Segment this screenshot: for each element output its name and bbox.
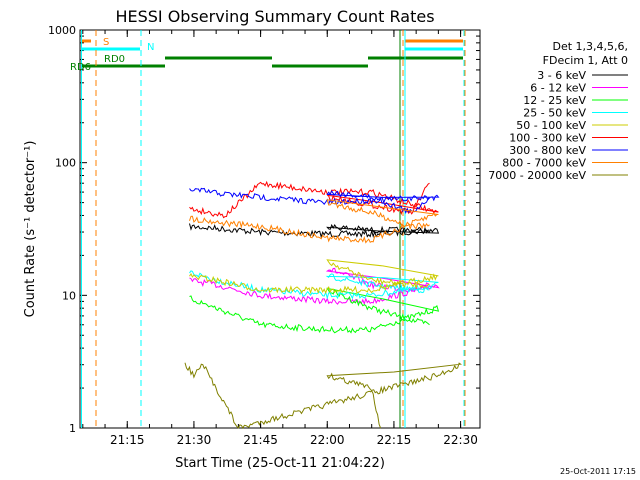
x-tick-label: 21:15 <box>110 433 145 447</box>
legend: Det 1,3,4,5,6, FDecim 1, Att 0 3 - 6 keV… <box>488 40 628 182</box>
state-label-night: N <box>147 42 154 53</box>
y-tick-label: 1000 <box>48 24 76 37</box>
instrument-state-bars: S N RD0 RD6 <box>70 30 466 428</box>
chart-title: HESSI Observing Summary Count Rates <box>115 7 434 26</box>
series-line <box>189 270 439 300</box>
series-line <box>189 259 439 295</box>
series-layer <box>184 180 463 430</box>
legend-item-label: 7000 - 20000 keV <box>488 169 586 182</box>
x-tick-label: 21:30 <box>177 433 212 447</box>
legend-item-label: 100 - 300 keV <box>509 132 586 145</box>
series-line <box>184 362 463 430</box>
y-tick-label: 10 <box>62 289 76 302</box>
state-label-rd6: RD6 <box>70 62 91 73</box>
series-line <box>189 267 440 306</box>
legend-item-label: 800 - 7000 keV <box>502 157 586 170</box>
y-axis: 1 10 100 1000 <box>48 24 480 435</box>
state-label-saa: S <box>103 37 109 48</box>
x-tick-label: 22:15 <box>377 433 412 447</box>
state-label-rd0: RD0 <box>104 54 125 65</box>
legend-header-line-1: Det 1,3,4,5,6, <box>552 40 628 53</box>
y-tick-label: 100 <box>55 157 76 170</box>
legend-item-label: 12 - 25 keV <box>523 94 586 107</box>
y-axis-label: Count Rate (s⁻¹ detector⁻¹) <box>23 141 38 318</box>
legend-item-label: 6 - 12 keV <box>530 82 586 95</box>
series-line <box>189 223 440 239</box>
series-line <box>189 287 440 334</box>
legend-item-label: 3 - 6 keV <box>537 69 586 82</box>
legend-item-label: 300 - 800 keV <box>509 144 586 157</box>
x-axis: 21:15 21:30 21:45 22:00 22:15 22:30 <box>82 30 478 447</box>
y-tick-label: 1 <box>69 422 76 435</box>
x-axis-label: Start Time (25-Oct-11 21:04:22) <box>175 456 385 471</box>
timestamp: 25-Oct-2011 17:15 <box>560 467 636 476</box>
legend-item-label: 50 - 100 keV <box>516 119 586 132</box>
plot-frame <box>79 29 481 429</box>
x-tick-label: 21:45 <box>243 433 278 447</box>
x-tick-label: 22:30 <box>443 433 478 447</box>
x-tick-label: 22:00 <box>310 433 345 447</box>
legend-header-line-2: FDecim 1, Att 0 <box>543 54 628 67</box>
series-line <box>189 187 440 214</box>
legend-item-label: 25 - 50 keV <box>523 107 586 120</box>
series-line <box>189 199 439 244</box>
